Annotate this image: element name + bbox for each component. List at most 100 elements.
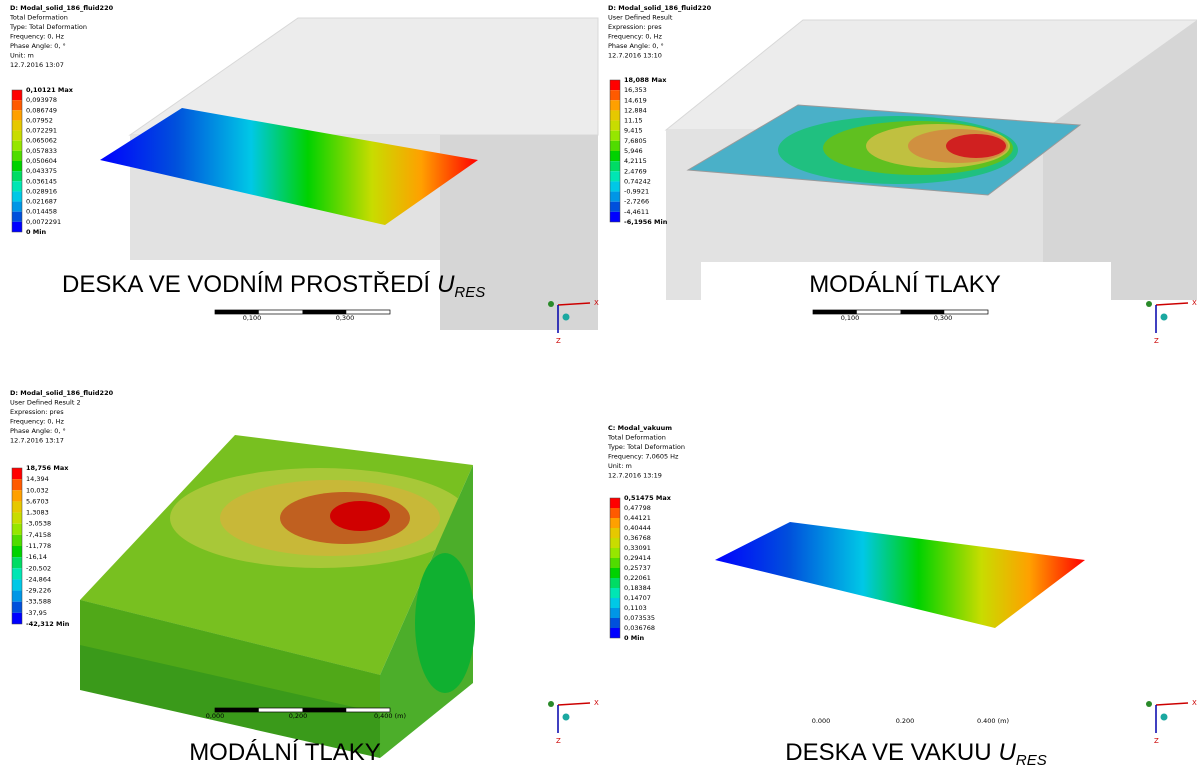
legend-label: 0,050604 (26, 157, 57, 165)
legend-band (610, 588, 620, 598)
legend-label: 0,22061 (624, 574, 651, 582)
legend-label: -6,1956 Min (624, 218, 668, 226)
caption-symbol: U (437, 271, 455, 298)
legend-band (12, 141, 22, 151)
legend-label: 0,065062 (26, 137, 57, 145)
triad-label: X (594, 699, 599, 707)
header-line: Total Deformation (607, 434, 666, 442)
legend-label: 0 Min (26, 228, 46, 236)
legend-band (12, 613, 22, 624)
legend-label: 0,043375 (26, 167, 57, 175)
legend-band (610, 598, 620, 608)
header-line: Phase Angle: 0, ° (10, 42, 66, 50)
legend-label: 0,036768 (624, 624, 655, 632)
header-line: 12.7.2016 13:17 (10, 437, 64, 445)
scale-bar (303, 708, 347, 712)
legend-band (12, 535, 22, 546)
legend-label: 0,10121 Max (26, 86, 74, 94)
legend-label: 0,021687 (26, 198, 57, 206)
scale-label: 0,100 (841, 314, 860, 322)
legend-band (12, 191, 22, 201)
legend-label: 0,1103 (624, 604, 647, 612)
caption-subscript: RES (454, 284, 485, 301)
scale-label: 0.200 (896, 717, 915, 725)
legend-band (12, 171, 22, 181)
legend-label: 0,086749 (26, 106, 57, 114)
panel: D: Modal_solid_186_fluid220User Defined … (10, 389, 599, 766)
header-line: C: Modal_vakuum (608, 424, 672, 432)
legend-label: -4,4611 (624, 208, 649, 216)
legend-band (610, 498, 620, 508)
legend-label: 9,415 (624, 127, 643, 135)
legend-band (12, 120, 22, 130)
header-line: Frequency: 0, Hz (10, 33, 65, 41)
legend-label: 1,3083 (26, 509, 49, 517)
legend-band (12, 591, 22, 602)
legend-band (12, 579, 22, 590)
legend-label: 14,394 (26, 475, 49, 483)
triad-label: Z (556, 737, 561, 745)
triad-dot (563, 314, 570, 321)
triad-label: X (594, 299, 599, 307)
header-line: D: Modal_solid_186_fluid220 (10, 389, 114, 397)
scale-label: 0.400 (m) (977, 717, 1009, 725)
caption-symbol: U (999, 739, 1017, 766)
legend-band (12, 513, 22, 524)
legend-band (12, 212, 22, 222)
legend-label: 0,51475 Max (624, 494, 672, 502)
legend-band (610, 131, 620, 141)
legend-band (12, 151, 22, 161)
legend-band (610, 181, 620, 191)
legend-label: 16,353 (624, 86, 647, 94)
legend-band (610, 618, 620, 628)
legend-label: 0,057833 (26, 147, 57, 155)
header-line: Expression: pres (608, 23, 662, 31)
legend-label: -37,95 (26, 609, 47, 617)
triad-axis (1156, 703, 1188, 705)
legend-band (610, 212, 620, 222)
triad-dot (548, 301, 554, 307)
legend-band (12, 546, 22, 557)
header-line: Phase Angle: 0, ° (10, 427, 66, 435)
legend-label: -33,588 (26, 598, 51, 606)
triad-label: Z (556, 337, 561, 345)
legend-band (610, 192, 620, 202)
header-line: D: Modal_solid_186_fluid220 (608, 4, 712, 12)
triad-dot (1146, 701, 1152, 707)
triad-dot (548, 701, 554, 707)
caption: MODÁLNÍ TLAKY (809, 271, 1001, 298)
legend-band (610, 151, 620, 161)
legend-label: 0 Min (624, 634, 644, 642)
legend-label: 0,33091 (624, 544, 651, 552)
legend-label: 0,0072291 (26, 218, 61, 226)
legend-band (610, 110, 620, 120)
legend-label: -29,226 (26, 587, 51, 595)
triad-label: X (1192, 299, 1197, 307)
legend-label: -11,778 (26, 542, 51, 550)
legend-band (610, 171, 620, 181)
triad-label: Z (1154, 337, 1159, 345)
header-line: D: Modal_solid_186_fluid220 (10, 4, 114, 12)
legend-label: -16,14 (26, 553, 47, 561)
legend-label: -0,9921 (624, 188, 649, 196)
triad-dot (1146, 301, 1152, 307)
legend-label: 18,088 Max (624, 76, 667, 84)
legend-label: 18,756 Max (26, 464, 69, 472)
legend-label: -2,7266 (624, 198, 649, 206)
legend-band (610, 90, 620, 100)
legend-band (12, 90, 22, 100)
legend-label: 0,74242 (624, 177, 651, 185)
header-line: Phase Angle: 0, ° (608, 42, 664, 50)
scale-label: 0,000 (206, 712, 225, 720)
caption: MODÁLNÍ TLAKY (189, 739, 381, 766)
legend-label: 0,028916 (26, 187, 57, 195)
legend-band (12, 501, 22, 512)
legend-label: 14,619 (624, 96, 647, 104)
legend-label: 5,946 (624, 147, 643, 155)
legend-label: 0,44121 (624, 514, 651, 522)
legend-label: 0,36768 (624, 534, 651, 542)
caption-text: MODÁLNÍ TLAKY (809, 271, 1001, 298)
header-line: Expression: pres (10, 408, 64, 416)
